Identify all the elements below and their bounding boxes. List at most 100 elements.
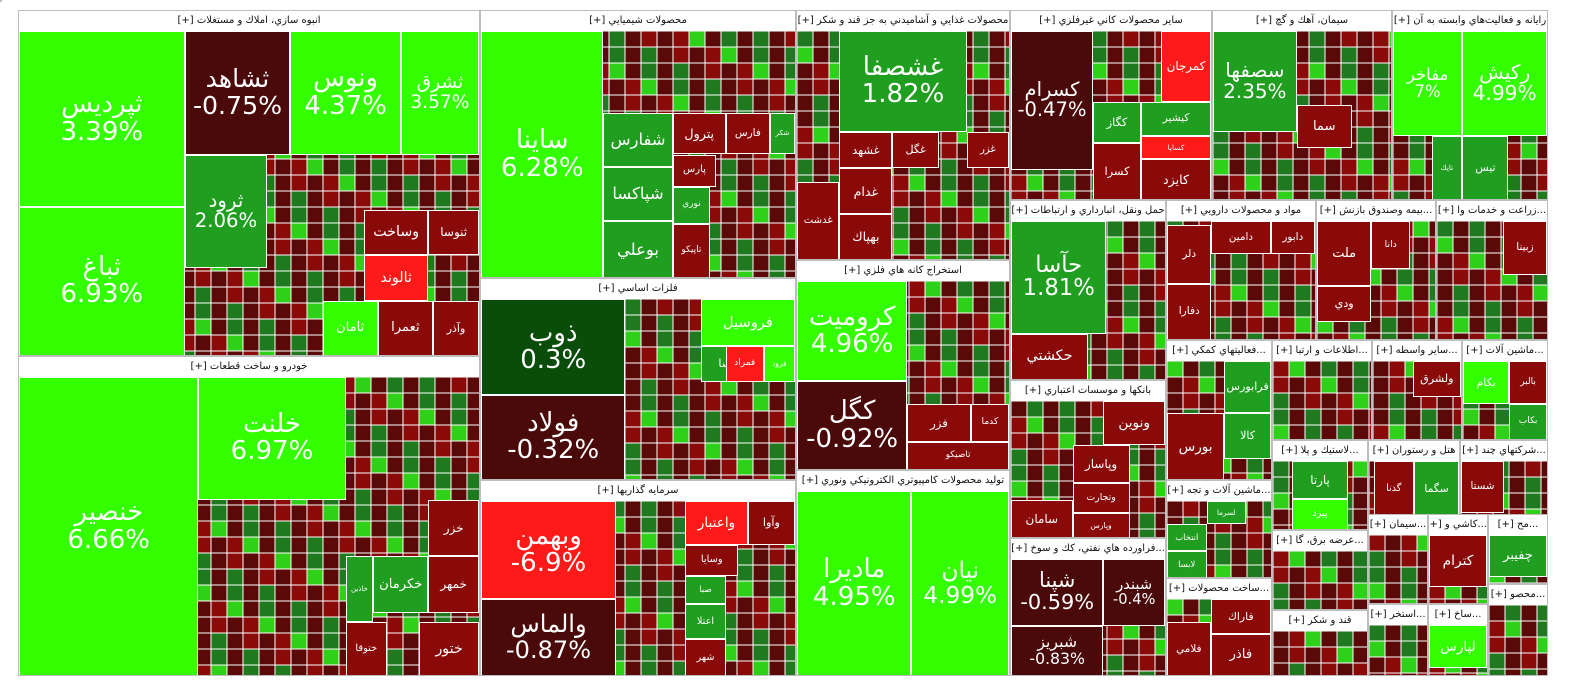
stock-tile[interactable]: واعتبار <box>685 501 748 545</box>
sector-title[interactable]: ...مح [+] <box>1489 515 1547 534</box>
stock-tile[interactable]: كيشير <box>1141 101 1211 136</box>
stock-tile[interactable]: تاپك <box>1431 135 1463 199</box>
stock-tile[interactable]: مادیرا 4.95% <box>797 491 912 675</box>
stock-tile[interactable]: فاراك <box>1210 599 1271 634</box>
sector-title[interactable]: استخراج كانه هاي فلزي [+] <box>797 261 1009 280</box>
stock-tile[interactable]: چفيبر <box>1489 535 1547 577</box>
stock-tile[interactable]: تاصيكو <box>907 441 1009 469</box>
stock-tile[interactable]: ولشرق <box>1412 361 1461 397</box>
sector-title[interactable]: هتل و رستوران [+] <box>1369 441 1459 460</box>
stock-tile[interactable]: كترام <box>1429 535 1487 587</box>
stock-tile[interactable]: ودي <box>1317 286 1372 323</box>
stock-tile[interactable]: شبريز -0.83% <box>1011 625 1104 675</box>
stock-tile[interactable]: كالا <box>1224 413 1271 459</box>
stock-tile[interactable]: فاذر <box>1210 633 1271 675</box>
sector-title[interactable]: ...شركتهاي چند [+] <box>1461 441 1547 460</box>
stock-tile[interactable]: بالبر <box>1509 361 1547 405</box>
stock-tile[interactable]: بكاب <box>1509 404 1547 439</box>
stock-tile[interactable]: ثعمرا <box>377 300 433 355</box>
sector-title[interactable]: ...استخر [+] <box>1369 605 1427 624</box>
stock-tile[interactable]: خلنت 6.97% <box>198 377 346 500</box>
stock-tile[interactable]: ذوب 0.3% <box>481 299 626 395</box>
stock-tile[interactable]: دفارا <box>1167 284 1212 339</box>
stock-tile[interactable]: لپارس <box>1429 625 1487 669</box>
stock-tile[interactable]: زبينا <box>1503 221 1547 275</box>
stock-tile[interactable]: سما <box>1296 105 1352 148</box>
stock-tile[interactable]: غشهد <box>839 131 893 169</box>
stock-tile[interactable]: خمهر <box>428 556 479 614</box>
sector-title[interactable]: بانكها و موسسات اعتباري [+] <box>1011 381 1165 400</box>
stock-tile[interactable]: بوعلي <box>603 221 673 277</box>
stock-tile[interactable]: شپاكسا <box>603 166 673 222</box>
stock-tile[interactable]: فرود <box>763 346 795 383</box>
stock-tile[interactable]: ثباغ 6.93% <box>19 206 185 355</box>
sector-title[interactable]: قند و شكر [+] <box>1273 611 1367 630</box>
sector-title[interactable]: ...ساخ [+] <box>1429 605 1487 624</box>
stock-tile[interactable]: ثنوسا <box>428 209 479 256</box>
stock-tile[interactable]: ونوس 4.37% <box>290 31 401 155</box>
stock-tile[interactable]: كايزد <box>1141 159 1211 199</box>
stock-tile[interactable]: غشصفا 1.82% <box>839 31 967 132</box>
stock-tile[interactable]: تيس <box>1462 135 1509 199</box>
sector-title[interactable]: رايانه و فعاليت‌هاي وابسته به آن [+] <box>1393 11 1547 30</box>
sector-title[interactable]: سرمايه گذاريها [+] <box>481 481 795 500</box>
sector-title[interactable]: انبوه سازي، املاك و مستغلات [+] <box>19 11 479 30</box>
stock-tile[interactable]: كسايا <box>1141 135 1211 160</box>
sector-title[interactable]: ...اطلاعات و ارتبا [+] <box>1273 341 1371 360</box>
stock-tile[interactable]: خاذين <box>345 556 374 623</box>
stock-tile[interactable]: ركيش 4.99% <box>1462 31 1547 136</box>
sector-title[interactable]: ...فعاليتهاي كمكي [+] <box>1167 341 1271 360</box>
stock-tile[interactable]: انتخاب <box>1167 524 1207 552</box>
stock-tile[interactable]: ثپرديس 3.39% <box>19 31 185 207</box>
stock-tile[interactable]: حآسا 1.81% <box>1011 221 1107 334</box>
stock-tile[interactable]: والماس -0.87% <box>481 599 617 675</box>
stock-tile[interactable]: فارس <box>725 112 770 155</box>
stock-tile[interactable]: خكرمان <box>373 556 429 614</box>
stock-tile[interactable]: ثرود 2.06% <box>184 154 268 269</box>
stock-tile[interactable]: ثشاهد -0.75% <box>184 31 291 155</box>
sector-title[interactable]: ...بيمه وصندوق بازنش [+] <box>1317 201 1435 220</box>
stock-tile[interactable]: غزر <box>966 131 1009 169</box>
stock-tile[interactable]: خزر <box>428 499 479 557</box>
stock-tile[interactable]: ثامان <box>322 300 378 355</box>
stock-tile[interactable]: حكشتي <box>1011 333 1088 379</box>
stock-tile[interactable]: اعتلا <box>685 604 726 640</box>
stock-tile[interactable]: دانا <box>1371 221 1411 269</box>
stock-tile[interactable]: كسرا <box>1093 142 1141 199</box>
stock-tile[interactable]: كگاز <box>1093 101 1141 143</box>
stock-tile[interactable]: فمراد <box>725 346 764 383</box>
stock-tile[interactable]: كگل -0.92% <box>797 381 908 469</box>
stock-tile[interactable]: بهپاك <box>839 214 893 259</box>
sector-title[interactable]: ...ماشين آلات [+] <box>1463 341 1547 360</box>
stock-tile[interactable]: تاپيكو <box>672 223 711 277</box>
stock-tile[interactable]: شبندر -0.4% <box>1103 559 1165 626</box>
sector-title[interactable]: محصولات شيميايي [+] <box>481 11 795 30</box>
stock-tile[interactable]: غدام <box>839 168 893 215</box>
stock-tile[interactable]: سصفها 2.35% <box>1213 31 1297 133</box>
stock-tile[interactable]: دامين <box>1211 221 1271 255</box>
stock-tile[interactable]: وپارس <box>1072 513 1130 537</box>
sector-title[interactable]: محصولات غذايي و آشاميدني به جز قند و شكر… <box>797 11 1009 30</box>
sector-title[interactable]: ...فراورده هاي نفتي، كك و سوخ [+] <box>1011 539 1165 558</box>
stock-tile[interactable]: ختوقا <box>345 622 387 675</box>
sector-title[interactable]: ...زراعت و خدمات وا [+] <box>1437 201 1547 220</box>
stock-tile[interactable]: نوري <box>672 186 711 224</box>
stock-tile[interactable]: فزر <box>907 403 971 442</box>
stock-tile[interactable]: كمرجان <box>1161 31 1211 102</box>
stock-tile[interactable]: صبا <box>685 576 726 605</box>
sector-title[interactable]: مواد و محصولات دارويي [+] <box>1167 201 1315 220</box>
stock-tile[interactable]: فرابورس <box>1224 361 1271 414</box>
sector-title[interactable]: ...لاستيك و پلا [+] <box>1273 441 1367 460</box>
sector-title[interactable]: ...ماشين آلات و تجه [+] <box>1167 481 1271 500</box>
stock-tile[interactable]: لسرما <box>1206 501 1247 525</box>
stock-tile[interactable]: گدنا <box>1373 461 1414 517</box>
sector-title[interactable]: حمل ونقل، انبارداري و ارتباطات [+] <box>1011 201 1165 220</box>
stock-tile[interactable]: دابور <box>1270 221 1315 255</box>
stock-tile[interactable]: وپاسار <box>1072 444 1130 484</box>
sector-title[interactable]: ...عرضه برق، گا [+] <box>1273 531 1367 550</box>
stock-tile[interactable]: وتجارت <box>1072 483 1130 514</box>
sector-title[interactable]: ...ساير واسطه [+] <box>1373 341 1461 360</box>
stock-tile[interactable]: شهر <box>685 639 726 675</box>
stock-tile[interactable]: ملت <box>1317 221 1372 287</box>
stock-tile[interactable]: شفارس <box>603 112 673 167</box>
